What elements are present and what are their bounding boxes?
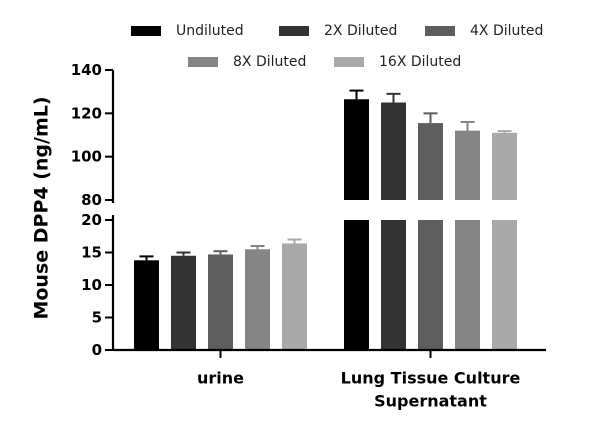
bar-lower-part <box>418 220 443 350</box>
legend-label: 2X Diluted <box>324 23 397 39</box>
legend-label: 4X Diluted <box>470 23 543 39</box>
category-labels: urine Lung Tissue Culture Supernatant <box>197 369 520 411</box>
bar <box>208 254 233 350</box>
y-tick-label: 10 <box>81 276 102 294</box>
y-tick-label: 15 <box>81 244 102 262</box>
y-tick-label: 5 <box>92 309 102 327</box>
axes: 0 5 10 15 20 80 100 120 140 <box>71 61 546 359</box>
bar-lower-part <box>492 220 517 350</box>
bar-upper-part <box>344 99 369 200</box>
bar-upper-part <box>381 102 406 200</box>
legend-swatch <box>279 26 309 36</box>
bar-lower-part <box>381 220 406 350</box>
bar-upper-part <box>492 132 517 200</box>
bar-lower-part <box>455 220 480 350</box>
legend-label: 16X Diluted <box>379 54 461 70</box>
y-tick-label: 80 <box>81 191 102 209</box>
y-tick-label: 100 <box>71 148 102 166</box>
category-label: Supernatant <box>374 392 487 411</box>
category-label: urine <box>197 369 244 388</box>
legend-swatch <box>188 57 218 67</box>
bar <box>171 255 196 350</box>
y-tick-label: 140 <box>71 61 102 79</box>
y-tick-label: 20 <box>81 211 102 229</box>
bar-lower-part <box>344 220 369 350</box>
bar-upper-part <box>455 130 480 200</box>
legend-swatch <box>334 57 364 67</box>
bar <box>134 260 159 350</box>
legend-swatch <box>425 26 455 36</box>
bar-upper-part <box>418 123 443 200</box>
legend: Undiluted 2X Diluted 4X Diluted 8X Diluted 1… <box>131 23 543 70</box>
legend-swatch <box>131 26 161 36</box>
bar <box>282 243 307 350</box>
bars <box>134 89 517 350</box>
category-label: Lung Tissue Culture <box>341 369 521 388</box>
bar <box>245 249 270 350</box>
y-tick-label: 0 <box>92 341 102 359</box>
legend-label: 8X Diluted <box>233 54 306 70</box>
y-tick-label: 120 <box>71 104 102 122</box>
y-axis-label: Mouse DPP4 (ng/mL) <box>31 96 53 319</box>
legend-label: Undiluted <box>176 23 244 39</box>
